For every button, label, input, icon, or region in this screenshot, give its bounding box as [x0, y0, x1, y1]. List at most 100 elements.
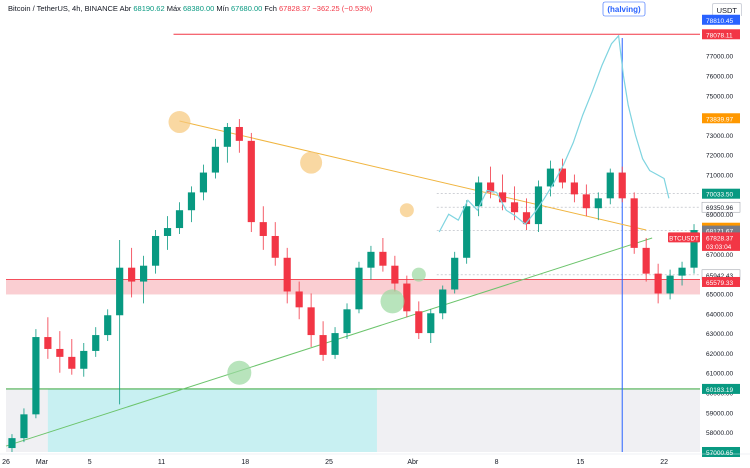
highlight-circle-4 — [380, 289, 405, 314]
candle-body-19 — [235, 126, 243, 141]
chart-header: Bitcoin / TetherUS, 4h, BINANCE Abr 6819… — [8, 4, 372, 13]
halving-label-box — [602, 1, 646, 17]
price-label-6: 68171.67 — [706, 229, 733, 236]
candle-body-12 — [151, 235, 160, 266]
close-value: 67828.37 — [279, 4, 311, 13]
candle-body-15 — [187, 192, 196, 211]
y-tick-label-9: 67000.00 — [706, 252, 733, 259]
highlight-circle-5 — [411, 267, 426, 282]
currency-selector[interactable]: USDT — [711, 3, 742, 18]
candle-body-24 — [295, 291, 303, 308]
y-tick-label-6: 64000.00 — [706, 311, 733, 318]
y-tick-label-5: 63000.00 — [706, 331, 733, 338]
candle-body-0 — [8, 438, 16, 449]
price-label-box-2 — [702, 113, 740, 124]
y-tick-label-4: 62000.00 — [706, 351, 733, 358]
highlight-circle-0 — [168, 111, 191, 134]
candle-body-11 — [140, 265, 148, 282]
price-label-4: 69350.96 — [706, 205, 733, 212]
open-label: Abr — [119, 4, 132, 13]
candle-body-1 — [20, 414, 28, 439]
change-value: −362.25 (−0.53%) — [312, 4, 373, 13]
y-tick-label-10: 69000.00 — [706, 212, 733, 219]
candle-body-57 — [690, 230, 698, 268]
low-label: Mín — [216, 4, 229, 13]
candle-body-28 — [343, 309, 351, 334]
x-tick-label-5: 25 — [325, 459, 333, 466]
candle-body-38 — [463, 206, 471, 258]
x-tick-label-8: 15 — [576, 459, 584, 466]
price-label-box-4 — [701, 201, 741, 213]
y-tick-label-17: 77000.00 — [706, 54, 733, 61]
candle-body-26 — [319, 335, 327, 355]
candle-body-41 — [498, 192, 507, 203]
candle-body-17 — [211, 146, 219, 173]
candle-body-46 — [558, 168, 566, 183]
x-tick-label-7: 8 — [495, 459, 499, 466]
cyan-zone — [47, 388, 377, 452]
symbol-badge-box — [668, 232, 700, 243]
candle-body-5 — [68, 356, 76, 369]
y-tick-label-16: 76000.00 — [706, 73, 733, 80]
x-tick-label-9: 22 — [660, 459, 668, 466]
price-label-10: 65579.33 — [706, 280, 733, 287]
candle-body-51 — [618, 172, 626, 199]
candle-body-23 — [283, 257, 291, 292]
candle-body-47 — [570, 182, 578, 195]
y-tick-label-7: 65000.00 — [706, 291, 733, 298]
candle-body-21 — [259, 222, 267, 236]
x-tick-label-1: Mar — [36, 459, 49, 466]
candle-body-53 — [642, 247, 650, 274]
candle-body-7 — [92, 335, 100, 351]
candle-body-45 — [546, 168, 555, 187]
highlight-circle-3 — [227, 360, 252, 385]
candle-body-4 — [56, 348, 64, 357]
highlight-circle-1 — [300, 151, 323, 174]
price-label-0: 78810.45 — [706, 18, 733, 25]
candle-body-44 — [534, 186, 543, 225]
y-tick-label-12: 72000.00 — [706, 153, 733, 160]
candle-body-37 — [451, 257, 459, 290]
price-label-2: 73839.97 — [706, 116, 733, 123]
high-value: 68380.00 — [183, 4, 215, 13]
candle-body-50 — [606, 172, 614, 199]
y-tick-label-11: 71000.00 — [706, 173, 733, 180]
candle-body-8 — [104, 315, 112, 336]
triangle-upper-line — [179, 120, 647, 231]
highlight-circle-2 — [399, 203, 414, 218]
candle-body-55 — [666, 275, 674, 294]
candle-body-34 — [415, 311, 423, 334]
x-tick-label-0: 26 — [2, 459, 10, 466]
candle-body-32 — [391, 265, 399, 284]
candle-body-13 — [163, 228, 172, 236]
candle-body-33 — [403, 283, 411, 312]
candle-body-16 — [199, 172, 208, 193]
price-label-box-7 — [702, 232, 740, 243]
candle-body-52 — [630, 198, 638, 248]
candle-body-31 — [379, 251, 387, 266]
candle-body-39 — [475, 182, 483, 207]
x-tick-label-4: 18 — [241, 459, 249, 466]
candle-body-22 — [271, 235, 279, 258]
close-label: Fch — [264, 4, 277, 13]
price-label-box-10 — [702, 276, 740, 287]
price-label-1: 78078.11 — [706, 32, 733, 39]
candle-body-6 — [80, 350, 88, 369]
price-label-box-6 — [702, 225, 740, 236]
candle-body-27 — [331, 333, 339, 355]
y-tick-label-1: 59000.00 — [706, 410, 733, 417]
open-value: 68190.62 — [133, 4, 165, 13]
x-tick-label-2: 5 — [88, 459, 92, 466]
x-tick-label-6: Abr — [407, 459, 419, 466]
y-tick-label-15: 75000.00 — [706, 93, 733, 100]
price-label-8: 03:03:04 — [706, 244, 732, 251]
y-tick-label-3: 61000.00 — [706, 371, 733, 378]
candle-body-49 — [594, 198, 602, 209]
candle-body-9 — [116, 267, 124, 316]
candle-body-35 — [427, 313, 435, 334]
price-label-box-8 — [702, 240, 740, 251]
price-label-box-12 — [702, 446, 740, 457]
price-label-box-0 — [702, 14, 740, 25]
halving-label: (halving) — [607, 5, 641, 14]
